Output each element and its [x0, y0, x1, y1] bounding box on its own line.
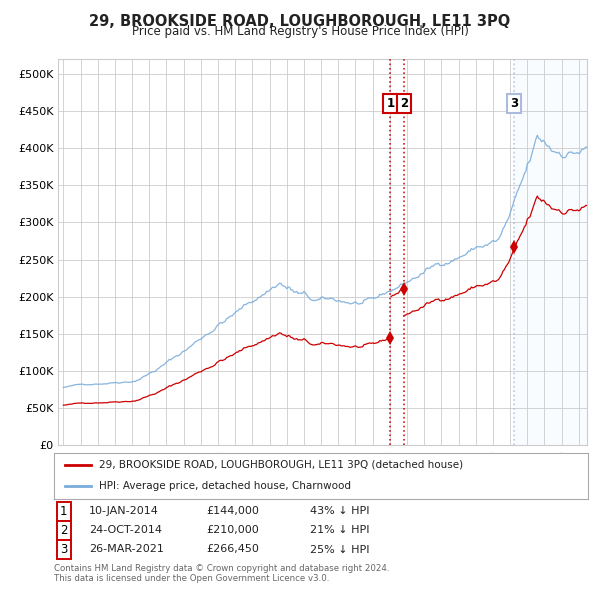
Text: £144,000: £144,000: [206, 506, 259, 516]
Text: 43% ↓ HPI: 43% ↓ HPI: [310, 506, 370, 516]
Text: 2: 2: [400, 97, 408, 110]
Text: 3: 3: [510, 97, 518, 110]
Text: 1: 1: [386, 97, 394, 110]
Text: Price paid vs. HM Land Registry's House Price Index (HPI): Price paid vs. HM Land Registry's House …: [131, 25, 469, 38]
Text: 2: 2: [60, 524, 67, 537]
Text: 26-MAR-2021: 26-MAR-2021: [89, 545, 164, 555]
Text: £266,450: £266,450: [206, 545, 259, 555]
Text: 24-OCT-2014: 24-OCT-2014: [89, 526, 162, 535]
Text: 10-JAN-2014: 10-JAN-2014: [89, 506, 158, 516]
Text: 29, BROOKSIDE ROAD, LOUGHBOROUGH, LE11 3PQ (detached house): 29, BROOKSIDE ROAD, LOUGHBOROUGH, LE11 3…: [100, 460, 464, 470]
Text: 1: 1: [60, 505, 67, 518]
Text: 21% ↓ HPI: 21% ↓ HPI: [310, 526, 370, 535]
Bar: [514, 59, 587, 445]
Text: £210,000: £210,000: [206, 526, 259, 535]
Text: HPI: Average price, detached house, Charnwood: HPI: Average price, detached house, Char…: [100, 481, 352, 491]
Text: 3: 3: [60, 543, 67, 556]
Text: Contains HM Land Registry data © Crown copyright and database right 2024.
This d: Contains HM Land Registry data © Crown c…: [54, 564, 389, 584]
Text: 29, BROOKSIDE ROAD, LOUGHBOROUGH, LE11 3PQ: 29, BROOKSIDE ROAD, LOUGHBOROUGH, LE11 3…: [89, 14, 511, 29]
Text: 25% ↓ HPI: 25% ↓ HPI: [310, 545, 370, 555]
